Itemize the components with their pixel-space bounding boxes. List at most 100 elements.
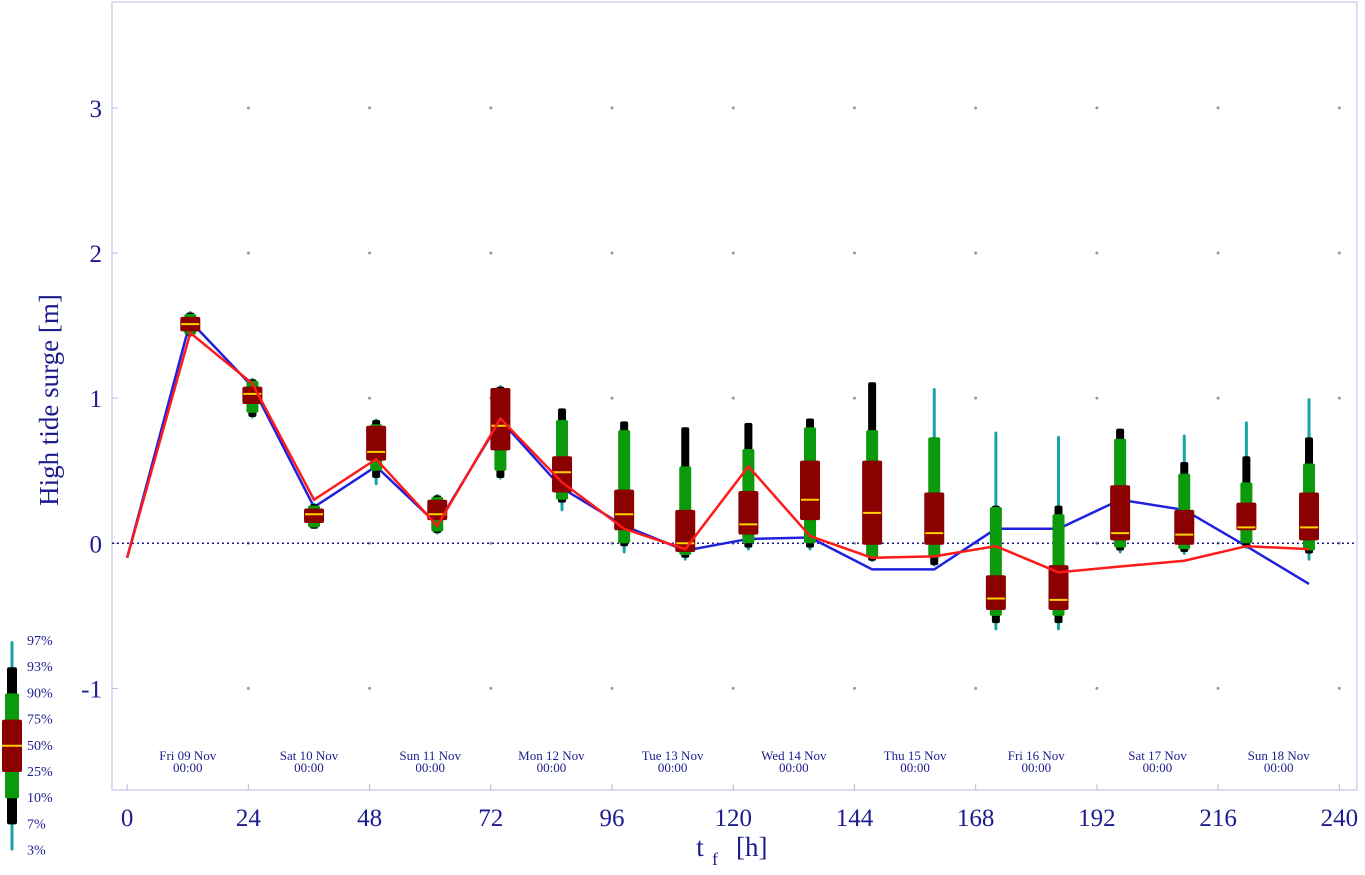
grid-dot bbox=[731, 686, 735, 690]
date-time-label: 00:00 bbox=[658, 760, 688, 775]
x-tick-label: 192 bbox=[1078, 805, 1116, 832]
x-tick-label: 144 bbox=[836, 805, 874, 832]
box-25-75 bbox=[1174, 509, 1195, 545]
box-25-75 bbox=[614, 489, 635, 531]
box-25-75 bbox=[924, 492, 945, 545]
grid-dot bbox=[974, 686, 978, 690]
grid-dot bbox=[731, 396, 735, 400]
grid-dot bbox=[246, 251, 250, 255]
x-tick-label: 24 bbox=[236, 805, 262, 832]
grid-dot bbox=[852, 251, 856, 255]
y-tick-label: 2 bbox=[90, 241, 103, 268]
grid-dot bbox=[731, 251, 735, 255]
plot-frame bbox=[111, 1, 1358, 791]
legend-label: 75% bbox=[27, 713, 53, 728]
y-tick-label: 3 bbox=[90, 96, 103, 123]
grid-dot bbox=[974, 106, 978, 110]
date-label: Tue 13 Nov bbox=[642, 748, 704, 763]
legend-label: 50% bbox=[27, 739, 53, 754]
date-time-label: 00:00 bbox=[900, 760, 930, 775]
grid-dot bbox=[1095, 106, 1099, 110]
grid-dot bbox=[489, 251, 493, 255]
x-tick-label: 72 bbox=[478, 805, 503, 832]
date-time-label: 00:00 bbox=[1143, 760, 1173, 775]
grid-dot bbox=[610, 396, 614, 400]
date-time-label: 00:00 bbox=[1264, 760, 1294, 775]
date-label: Thu 15 Nov bbox=[884, 748, 947, 763]
box-25-75 bbox=[862, 460, 883, 545]
grid-dot bbox=[1095, 686, 1099, 690]
x-tick-label: 48 bbox=[357, 805, 382, 832]
grid-dot bbox=[1216, 686, 1220, 690]
legend-label: 3% bbox=[27, 844, 46, 859]
grid-dot bbox=[852, 396, 856, 400]
legend-label: 7% bbox=[27, 817, 46, 832]
x-tick-label: 120 bbox=[714, 805, 752, 832]
grid-dot bbox=[489, 686, 493, 690]
box-25-75 bbox=[1048, 565, 1069, 611]
date-label: Fri 09 Nov bbox=[159, 748, 217, 763]
x-axis-label: t bbox=[696, 832, 704, 862]
date-time-label: 00:00 bbox=[537, 760, 567, 775]
grid-dot bbox=[246, 686, 250, 690]
y-tick-label: -1 bbox=[81, 676, 102, 703]
grid-dot bbox=[368, 396, 372, 400]
grid-dot bbox=[368, 106, 372, 110]
box-25-75 bbox=[800, 460, 821, 521]
grid-dot bbox=[368, 686, 372, 690]
date-time-label: 00:00 bbox=[294, 760, 324, 775]
grid-dot bbox=[974, 396, 978, 400]
grid-dot bbox=[1337, 686, 1341, 690]
x-tick-label: 240 bbox=[1321, 805, 1359, 832]
date-label: Sun 11 Nov bbox=[399, 748, 461, 763]
legend-label: 10% bbox=[27, 791, 53, 806]
legend-label: 93% bbox=[27, 660, 53, 675]
grid-dot bbox=[489, 106, 493, 110]
box-25-75 bbox=[304, 508, 325, 523]
x-tick-label: 216 bbox=[1199, 805, 1237, 832]
grid-dot bbox=[1337, 396, 1341, 400]
date-label: Sat 10 Nov bbox=[280, 748, 339, 763]
grid-dot bbox=[610, 106, 614, 110]
grid-dot bbox=[246, 106, 250, 110]
line bbox=[125, 330, 1310, 574]
x-tick-label: 0 bbox=[121, 805, 134, 832]
legend-label: 90% bbox=[27, 686, 53, 701]
box-25-75 bbox=[985, 575, 1006, 611]
box-25-75 bbox=[1299, 492, 1320, 541]
box-25-75 bbox=[552, 456, 573, 493]
grid-dot bbox=[852, 686, 856, 690]
grid-dot bbox=[610, 251, 614, 255]
grid-dot bbox=[852, 106, 856, 110]
date-label: Sun 18 Nov bbox=[1248, 748, 1311, 763]
x-tick-label: 96 bbox=[600, 805, 625, 832]
grid-dot bbox=[610, 686, 614, 690]
date-label: Sat 17 Nov bbox=[1128, 748, 1187, 763]
date-label: Fri 16 Nov bbox=[1008, 748, 1066, 763]
grid-dot bbox=[489, 541, 493, 545]
grid-dot bbox=[368, 251, 372, 255]
date-time-label: 00:00 bbox=[415, 760, 445, 775]
x-axis-label-unit: [h] bbox=[736, 832, 767, 862]
grid-dot bbox=[1337, 106, 1341, 110]
grid-dot bbox=[1337, 251, 1341, 255]
y-tick-label: 1 bbox=[90, 386, 103, 413]
grid-dot bbox=[1216, 396, 1220, 400]
legend-label: 97% bbox=[27, 634, 53, 649]
date-time-label: 00:00 bbox=[173, 760, 203, 775]
grid-dot bbox=[1095, 251, 1099, 255]
x-tick-label: 168 bbox=[957, 805, 995, 832]
date-time-label: 00:00 bbox=[779, 760, 809, 775]
box-25-75 bbox=[738, 491, 759, 535]
y-tick-label: 0 bbox=[90, 531, 103, 558]
grid-dot bbox=[731, 106, 735, 110]
x-axis-label-sub: f bbox=[712, 849, 718, 869]
date-time-label: 00:00 bbox=[1021, 760, 1051, 775]
date-label: Wed 14 Nov bbox=[761, 748, 827, 763]
grid-dot bbox=[1216, 106, 1220, 110]
legend-label: 25% bbox=[27, 765, 53, 780]
grid-dot bbox=[1095, 396, 1099, 400]
y-axis-label: High tide surge [m] bbox=[34, 294, 64, 506]
grid-dot bbox=[1216, 251, 1220, 255]
